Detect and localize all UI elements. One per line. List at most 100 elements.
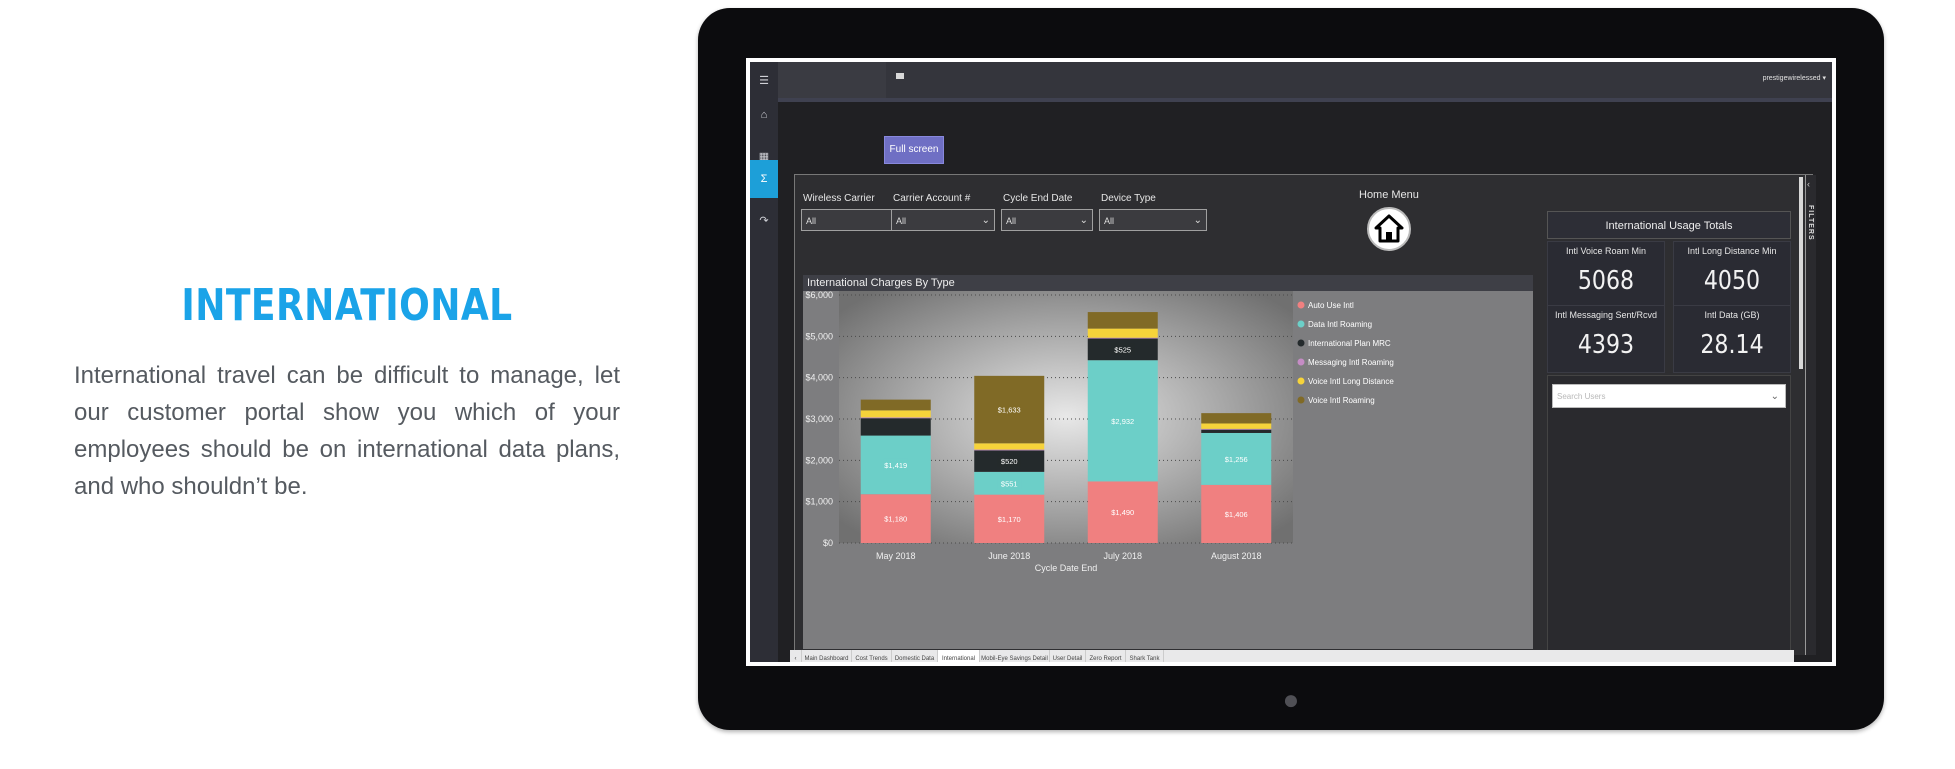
x-tick-label: August 2018 [1211, 551, 1262, 561]
data-label-bg [1110, 414, 1135, 427]
dashboard-app: ☰ ⌂ ▦ Σ ↷ prestigewirelessed ▾ Full scre… [750, 62, 1832, 662]
filter-label-wireless-carrier: Wireless Carrier [803, 193, 875, 204]
search-users-panel: Search Users ⌄ [1547, 375, 1791, 651]
chevron-down-icon: ⌄ [1770, 391, 1779, 402]
chart-title: International Charges By Type [803, 275, 1533, 291]
house-icon [1374, 214, 1404, 243]
filter-label-carrier-account: Carrier Account # [893, 193, 971, 204]
vertical-scrollbar[interactable] [1799, 177, 1803, 369]
legend-swatch [1297, 320, 1305, 328]
data-label-bg [997, 455, 1022, 468]
data-label: $1,419 [884, 461, 907, 470]
legend-entry[interactable]: Voice Intl Roaming [1308, 396, 1375, 405]
legend-entry[interactable]: Voice Intl Long Distance [1308, 377, 1394, 386]
carrier-account-select[interactable]: All ⌄ [891, 209, 995, 231]
top-bar: prestigewirelessed ▾ [778, 62, 1832, 102]
kpi-label: Intl Long Distance Min [1687, 246, 1777, 256]
data-label-bg [997, 477, 1022, 490]
tab-main-dashboard[interactable]: Main Dashboard [802, 650, 852, 662]
tab-user-detail[interactable]: User Detail [1050, 650, 1086, 662]
report-canvas: Wireless Carrier All⌄ Carrier Account # … [794, 174, 1816, 655]
data-label-bg [883, 512, 908, 525]
data-label-bg [1110, 506, 1135, 519]
legend-entry[interactable]: Auto Use Intl [1308, 301, 1354, 310]
y-tick-label: $6,000 [805, 291, 833, 300]
bar-segment[interactable] [1201, 429, 1272, 433]
filters-rail-label: FILTERS [1807, 205, 1814, 241]
legend-swatch [1297, 396, 1305, 404]
promo-body: International travel can be difficult to… [74, 362, 620, 500]
bar-segment[interactable] [860, 410, 931, 418]
data-label-bg [883, 458, 908, 471]
search-users-input[interactable]: Search Users ⌄ [1552, 384, 1786, 408]
bar-segment[interactable] [1201, 428, 1272, 430]
bar-segment[interactable] [1087, 328, 1158, 338]
sigma-icon[interactable]: Σ [750, 160, 778, 198]
data-label: $1,406 [1225, 510, 1248, 519]
tab-cost-trends[interactable]: Cost Trends [852, 650, 892, 662]
data-label-bg [997, 403, 1022, 416]
kpi-card-messaging: Intl Messaging Sent/Rcvd 4393 [1547, 305, 1665, 373]
kpi-value: 4393 [1577, 330, 1635, 360]
legend-entry[interactable]: Messaging Intl Roaming [1308, 358, 1394, 367]
data-label: $1,180 [884, 515, 907, 524]
y-tick-label: $2,000 [805, 455, 833, 465]
bar-segment[interactable] [860, 418, 931, 436]
kpi-value: 5068 [1577, 266, 1635, 296]
kpi-label: Intl Messaging Sent/Rcvd [1554, 310, 1658, 320]
grid-icon[interactable]: ▦ [758, 151, 770, 163]
data-label-bg [997, 512, 1022, 525]
tabs-scroll-left-icon[interactable]: ‹ [790, 650, 802, 662]
bar-segment[interactable] [1087, 312, 1158, 329]
tab-zero-report[interactable]: Zero Report [1086, 650, 1126, 662]
kpi-value: 28.14 [1700, 330, 1764, 360]
bar-segment[interactable] [1087, 337, 1158, 339]
cycle-end-date-select[interactable]: All ⌄ [1001, 209, 1093, 231]
logout-icon[interactable]: ↷ [759, 215, 769, 227]
x-tick-label: June 2018 [988, 551, 1030, 561]
bar-segment[interactable] [860, 399, 931, 411]
data-label: $1,170 [998, 515, 1021, 524]
bar-segment[interactable] [974, 443, 1045, 450]
y-tick-label: $3,000 [805, 414, 833, 424]
tab-international[interactable]: International [938, 650, 980, 662]
tab-shark-tank[interactable]: Shark Tank [1126, 650, 1164, 662]
y-tick-label: $5,000 [805, 331, 833, 341]
device-type-select[interactable]: All ⌄ [1099, 209, 1207, 231]
menu-icon[interactable]: ☰ [759, 75, 769, 87]
filters-pane-toggle[interactable]: ‹ FILTERS [1805, 175, 1816, 655]
top-bar-logo-area [778, 62, 886, 98]
bar-segment[interactable] [1201, 423, 1272, 429]
y-tick-label: $1,000 [805, 497, 833, 507]
mail-icon[interactable] [896, 73, 904, 79]
chevron-down-icon: ⌄ [1193, 215, 1202, 226]
wireless-carrier-select[interactable]: All⌄ [801, 209, 905, 231]
kpi-card-long-distance: Intl Long Distance Min 4050 [1673, 241, 1791, 309]
bar-segment[interactable] [1201, 413, 1272, 424]
data-label: $2,932 [1111, 417, 1134, 426]
filter-label-device-type: Device Type [1101, 193, 1156, 204]
filter-label-cycle-end-date: Cycle End Date [1003, 193, 1073, 204]
home-menu-button[interactable] [1367, 207, 1411, 251]
legend-swatch [1297, 301, 1305, 309]
bar-segment[interactable] [974, 449, 1045, 451]
side-nav: ☰ ⌂ ▦ Σ ↷ [750, 62, 779, 662]
bar-segment[interactable] [860, 417, 931, 419]
data-label: $1,490 [1111, 508, 1134, 517]
legend-swatch [1297, 339, 1305, 347]
main-content: Full screen Wireless Carrier All⌄ Carrie… [778, 102, 1832, 662]
full-screen-button[interactable]: Full screen [884, 136, 944, 164]
tab-domestic-data[interactable]: Domestic Data [892, 650, 938, 662]
legend-entry[interactable]: Data Intl Roaming [1308, 320, 1372, 329]
data-label: $520 [1001, 457, 1018, 466]
kpi-title: International Usage Totals [1547, 211, 1791, 239]
data-label-bg [1110, 343, 1135, 356]
user-menu[interactable]: prestigewirelessed ▾ [1762, 75, 1826, 82]
home-icon[interactable]: ⌂ [760, 109, 768, 121]
kpi-value: 4050 [1703, 266, 1761, 296]
data-label: $1,633 [998, 406, 1021, 415]
data-label-bg [1224, 452, 1249, 465]
tab-mobil-eye-savings[interactable]: Mobil-Eye Savings Detail [980, 650, 1050, 662]
y-tick-label: $4,000 [805, 373, 833, 383]
legend-entry[interactable]: International Plan MRC [1308, 339, 1391, 348]
